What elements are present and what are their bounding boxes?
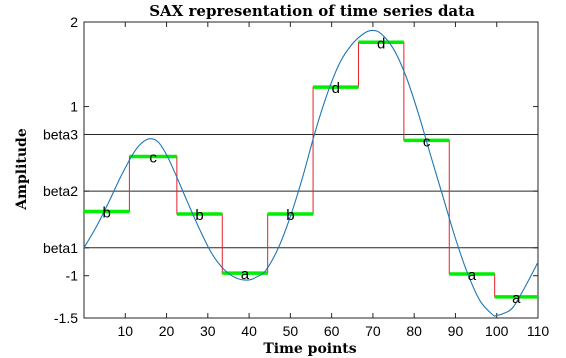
sax-symbol-label: a bbox=[468, 267, 477, 284]
x-axis-label: Time points bbox=[263, 341, 356, 357]
y-tick-label: -1 bbox=[66, 268, 79, 284]
sax-symbol-labels: b c b a b d d c a a bbox=[103, 35, 522, 307]
sax-symbol-label: c bbox=[149, 149, 157, 166]
sax-symbol-label: b bbox=[103, 204, 111, 221]
x-tick-label: 60 bbox=[324, 323, 340, 339]
sax-symbol-label: c bbox=[423, 133, 431, 150]
time-series-line bbox=[83, 29, 539, 317]
y-tick-label: beta2 bbox=[43, 183, 78, 199]
time-series-curve bbox=[83, 29, 539, 317]
chart-title: SAX representation of time series data bbox=[149, 2, 475, 20]
sax-symbol-label: a bbox=[512, 290, 521, 307]
plot-area bbox=[83, 21, 539, 319]
sax-symbol-label: b bbox=[286, 207, 294, 224]
y-axis: -1.5 -1 beta1 beta2 beta3 1 2 bbox=[43, 14, 538, 326]
sax-symbol-label: d bbox=[332, 80, 340, 97]
x-tick-label: 50 bbox=[283, 323, 299, 339]
sax-symbol-label: b bbox=[195, 207, 203, 224]
x-tick-label: 10 bbox=[117, 323, 133, 339]
y-tick-label: beta3 bbox=[43, 126, 78, 142]
sax-symbol-label: d bbox=[377, 35, 385, 52]
x-tick-label: 70 bbox=[365, 323, 381, 339]
x-axis: 10 20 30 40 50 60 70 80 90 100 110 bbox=[117, 22, 549, 339]
sax-step-line bbox=[84, 41, 538, 298]
y-tick-label: 1 bbox=[70, 99, 78, 115]
x-tick-label: 30 bbox=[200, 323, 216, 339]
x-tick-label: 110 bbox=[527, 323, 550, 339]
breakpoint-lines bbox=[84, 133, 538, 249]
y-tick-label: 2 bbox=[70, 14, 78, 30]
sax-symbol-label: a bbox=[241, 266, 250, 283]
y-tick-label: beta1 bbox=[43, 240, 78, 256]
x-tick-label: 90 bbox=[448, 323, 464, 339]
x-tick-label: 100 bbox=[485, 323, 509, 339]
x-tick-label: 80 bbox=[406, 323, 422, 339]
y-axis-label: Amplitude bbox=[14, 128, 30, 211]
y-tick-label: -1.5 bbox=[54, 310, 78, 326]
x-tick-label: 20 bbox=[159, 323, 175, 339]
x-tick-label: 40 bbox=[241, 323, 257, 339]
sax-step-series bbox=[84, 40, 538, 299]
